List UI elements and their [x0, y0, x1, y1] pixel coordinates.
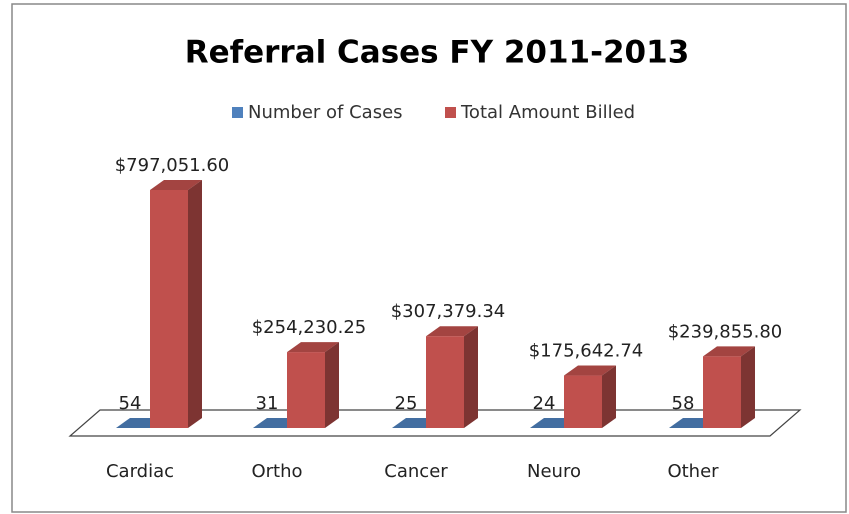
data-label: 54 — [119, 393, 142, 414]
data-label: $307,379.34 — [391, 301, 506, 322]
x-tick-label: Ortho — [251, 461, 302, 482]
data-label: 58 — [672, 393, 695, 414]
data-label: 25 — [395, 393, 418, 414]
data-label: $797,051.60 — [115, 155, 230, 176]
data-label: $254,230.25 — [252, 317, 367, 338]
bar-top — [426, 326, 478, 337]
bar-side — [188, 180, 202, 428]
bar — [150, 190, 188, 428]
legend-swatch — [232, 107, 243, 118]
bar-side — [602, 365, 616, 428]
bar-top — [564, 365, 616, 376]
x-tick-label: Other — [667, 461, 719, 482]
bar-side — [464, 326, 478, 428]
chart-title: Referral Cases FY 2011-2013 — [185, 35, 690, 71]
data-label: 24 — [533, 393, 556, 414]
bar-top — [287, 342, 339, 353]
legend-label: Total Amount Billed — [460, 102, 635, 123]
bar — [703, 356, 741, 428]
data-label: 31 — [256, 393, 279, 414]
bar-side — [325, 342, 339, 428]
bar — [287, 352, 325, 428]
legend-swatch — [445, 107, 456, 118]
bar-side — [741, 346, 755, 428]
data-label: $175,642.74 — [529, 341, 644, 362]
data-label: $239,855.80 — [668, 321, 783, 342]
bar-top — [703, 346, 755, 357]
x-tick-label: Cancer — [384, 461, 448, 482]
bar-top — [150, 180, 202, 190]
x-tick-label: Cardiac — [106, 461, 174, 482]
bar — [564, 375, 602, 428]
x-tick-label: Neuro — [527, 461, 581, 482]
bar — [426, 336, 464, 428]
legend-label: Number of Cases — [248, 102, 403, 123]
